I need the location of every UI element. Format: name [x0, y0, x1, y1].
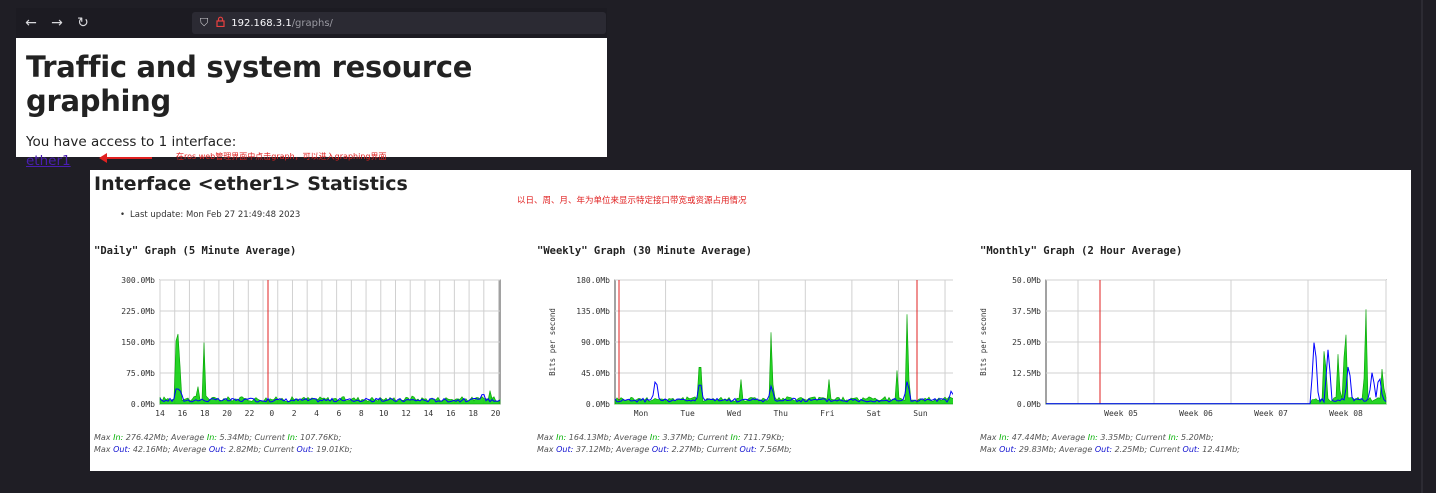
y-tick-label: 180.0Mb — [576, 276, 610, 285]
x-tick-label: 20 — [491, 409, 501, 418]
x-tick-label: Week 06 — [1179, 409, 1213, 418]
address-bar[interactable]: ⛉ 192.168.3.1/graphs/ — [192, 12, 606, 34]
x-tick-label: 16 — [446, 409, 456, 418]
y-tick-label: 37.5Mb — [1012, 307, 1041, 316]
x-tick-label: Fri — [820, 409, 835, 418]
url-host: 192.168.3.1 — [231, 17, 292, 29]
x-tick-label: 22 — [245, 409, 255, 418]
graph-title: "Daily" Graph (5 Minute Average) — [94, 245, 297, 257]
graph-summary: Max In: 164.13Mb; Average In: 3.37Mb; Cu… — [537, 432, 792, 456]
out-traffic-series — [1046, 342, 1387, 405]
in-traffic-series — [159, 333, 501, 405]
graphs-index-page: Traffic and system resource graphing You… — [16, 50, 607, 170]
y-tick-label: 150.0Mb — [121, 338, 155, 347]
y-tick-label: 300.0Mb — [121, 276, 155, 285]
graph-summary: Max In: 47.44Mb; Average In: 3.35Mb; Cur… — [980, 432, 1240, 456]
out-traffic-series — [159, 388, 501, 403]
back-arrow-icon[interactable]: ← — [25, 15, 37, 31]
y-tick-label: 0.0Mb — [1017, 400, 1041, 409]
y-axis-label: Bits per second — [548, 308, 557, 376]
x-tick-label: 16 — [178, 409, 188, 418]
x-tick-label: Thu — [773, 409, 788, 418]
access-text: You have access to 1 interface: — [26, 134, 237, 150]
y-tick-label: 90.0Mb — [581, 338, 610, 347]
shield-icon[interactable]: ⛉ — [200, 16, 209, 29]
last-update: Last update: Mon Feb 27 21:49:48 2023 — [120, 210, 300, 220]
annotation-arrow-icon — [99, 153, 152, 163]
y-tick-label: 50.0Mb — [1012, 276, 1041, 285]
weekly-graph: "Weekly" Graph (30 Minute Average) 180.0M… — [533, 245, 953, 460]
x-tick-label: 6 — [337, 409, 342, 418]
graph-summary: Max In: 276.42Mb; Average In: 5.34Mb; Cu… — [94, 432, 352, 456]
x-tick-label: Sat — [867, 409, 882, 418]
daily-graph: "Daily" Graph (5 Minute Average) 300.0Mb 2… — [90, 245, 510, 460]
y-tick-label: 75.0Mb — [126, 369, 155, 378]
x-tick-label: Wed — [727, 409, 742, 418]
out-summary-line: Max Out: 42.16Mb; Average Out: 2.82Mb; C… — [94, 445, 353, 454]
x-tick-label: 10 — [379, 409, 389, 418]
annotation-note: 在ros web管理界面中点击graph，可以进入graphing界面 — [176, 152, 387, 161]
x-tick-label: 18 — [468, 409, 478, 418]
x-tick-label: 18 — [200, 409, 210, 418]
in-summary-line: Max In: 47.44Mb; Average In: 3.35Mb; Cur… — [980, 433, 1214, 442]
y-tick-label: 0.0Mb — [131, 400, 155, 409]
x-tick-label: Week 07 — [1254, 409, 1288, 418]
y-tick-label: 45.0Mb — [581, 369, 610, 378]
graph-plot: 180.0Mb 135.0Mb 90.0Mb 45.0Mb 0.0Mb Mon Tue Wed… — [548, 276, 953, 418]
interface-link-ether1[interactable]: ether1 — [26, 153, 71, 169]
interface-statistics-page: Interface <ether1> Statistics 以日、周、月、年为单… — [90, 170, 1411, 471]
graph-plot: 50.0Mb 37.5Mb 25.0Mb 12.5Mb 0.0Mb Week 05 Week… — [979, 276, 1387, 418]
out-summary-line: Max Out: 29.83Mb; Average Out: 2.25Mb; C… — [980, 445, 1240, 454]
interface-row: ether1 在ros web管理界面中点击graph，可以进入graphing… — [26, 150, 597, 170]
out-traffic-series — [614, 380, 953, 403]
y-tick-label: 12.5Mb — [1012, 369, 1041, 378]
graph-title: "Weekly" Graph (30 Minute Average) — [537, 245, 752, 257]
x-tick-label: 14 — [424, 409, 434, 418]
y-tick-label: 135.0Mb — [576, 307, 610, 316]
y-axis-label: Bits per second — [979, 308, 988, 376]
lock-icon[interactable] — [216, 16, 225, 30]
y-tick-label: 225.0Mb — [121, 307, 155, 316]
in-summary-line: Max In: 276.42Mb; Average In: 5.34Mb; Cu… — [94, 433, 342, 442]
x-tick-label: 4 — [314, 409, 319, 418]
x-tick-label: Week 05 — [1104, 409, 1138, 418]
graph-title: "Monthly" Graph (2 Hour Average) — [980, 245, 1183, 257]
x-tick-label: 2 — [292, 409, 297, 418]
x-tick-label: Sun — [913, 409, 928, 418]
x-tick-label: 14 — [155, 409, 165, 418]
monthly-graph: "Monthly" Graph (2 Hour Average) 50.0Mb 37… — [976, 245, 1396, 460]
x-tick-label: 0 — [269, 409, 274, 418]
x-tick-label: Mon — [634, 409, 649, 418]
x-tick-label: Tue — [680, 409, 695, 418]
page-title: Traffic and system resource graphing — [26, 50, 473, 118]
statistics-annotation-note: 以日、周、月、年为单位来显示特定接口带宽或资源占用情况 — [517, 196, 747, 206]
x-tick-label: 20 — [222, 409, 232, 418]
y-tick-label: 0.0Mb — [586, 400, 610, 409]
out-summary-line: Max Out: 37.12Mb; Average Out: 2.27Mb; C… — [537, 445, 792, 454]
statistics-title: Interface <ether1> Statistics — [94, 173, 408, 195]
forward-arrow-icon[interactable]: → — [51, 15, 63, 31]
x-tick-label: 8 — [359, 409, 364, 418]
x-tick-label: Week 08 — [1329, 409, 1363, 418]
window-edge — [1421, 0, 1423, 493]
in-traffic-series — [614, 314, 953, 405]
reload-icon[interactable]: ↻ — [77, 15, 89, 31]
url-path: /graphs/ — [291, 17, 333, 29]
in-summary-line: Max In: 164.13Mb; Average In: 3.37Mb; Cu… — [537, 433, 785, 442]
browser-window: ← → ↻ ⛉ 192.168.3.1/graphs/ Traffic and … — [16, 8, 607, 169]
y-tick-label: 25.0Mb — [1012, 338, 1041, 347]
x-tick-label: 12 — [401, 409, 411, 418]
browser-toolbar: ← → ↻ ⛉ 192.168.3.1/graphs/ — [16, 8, 607, 38]
